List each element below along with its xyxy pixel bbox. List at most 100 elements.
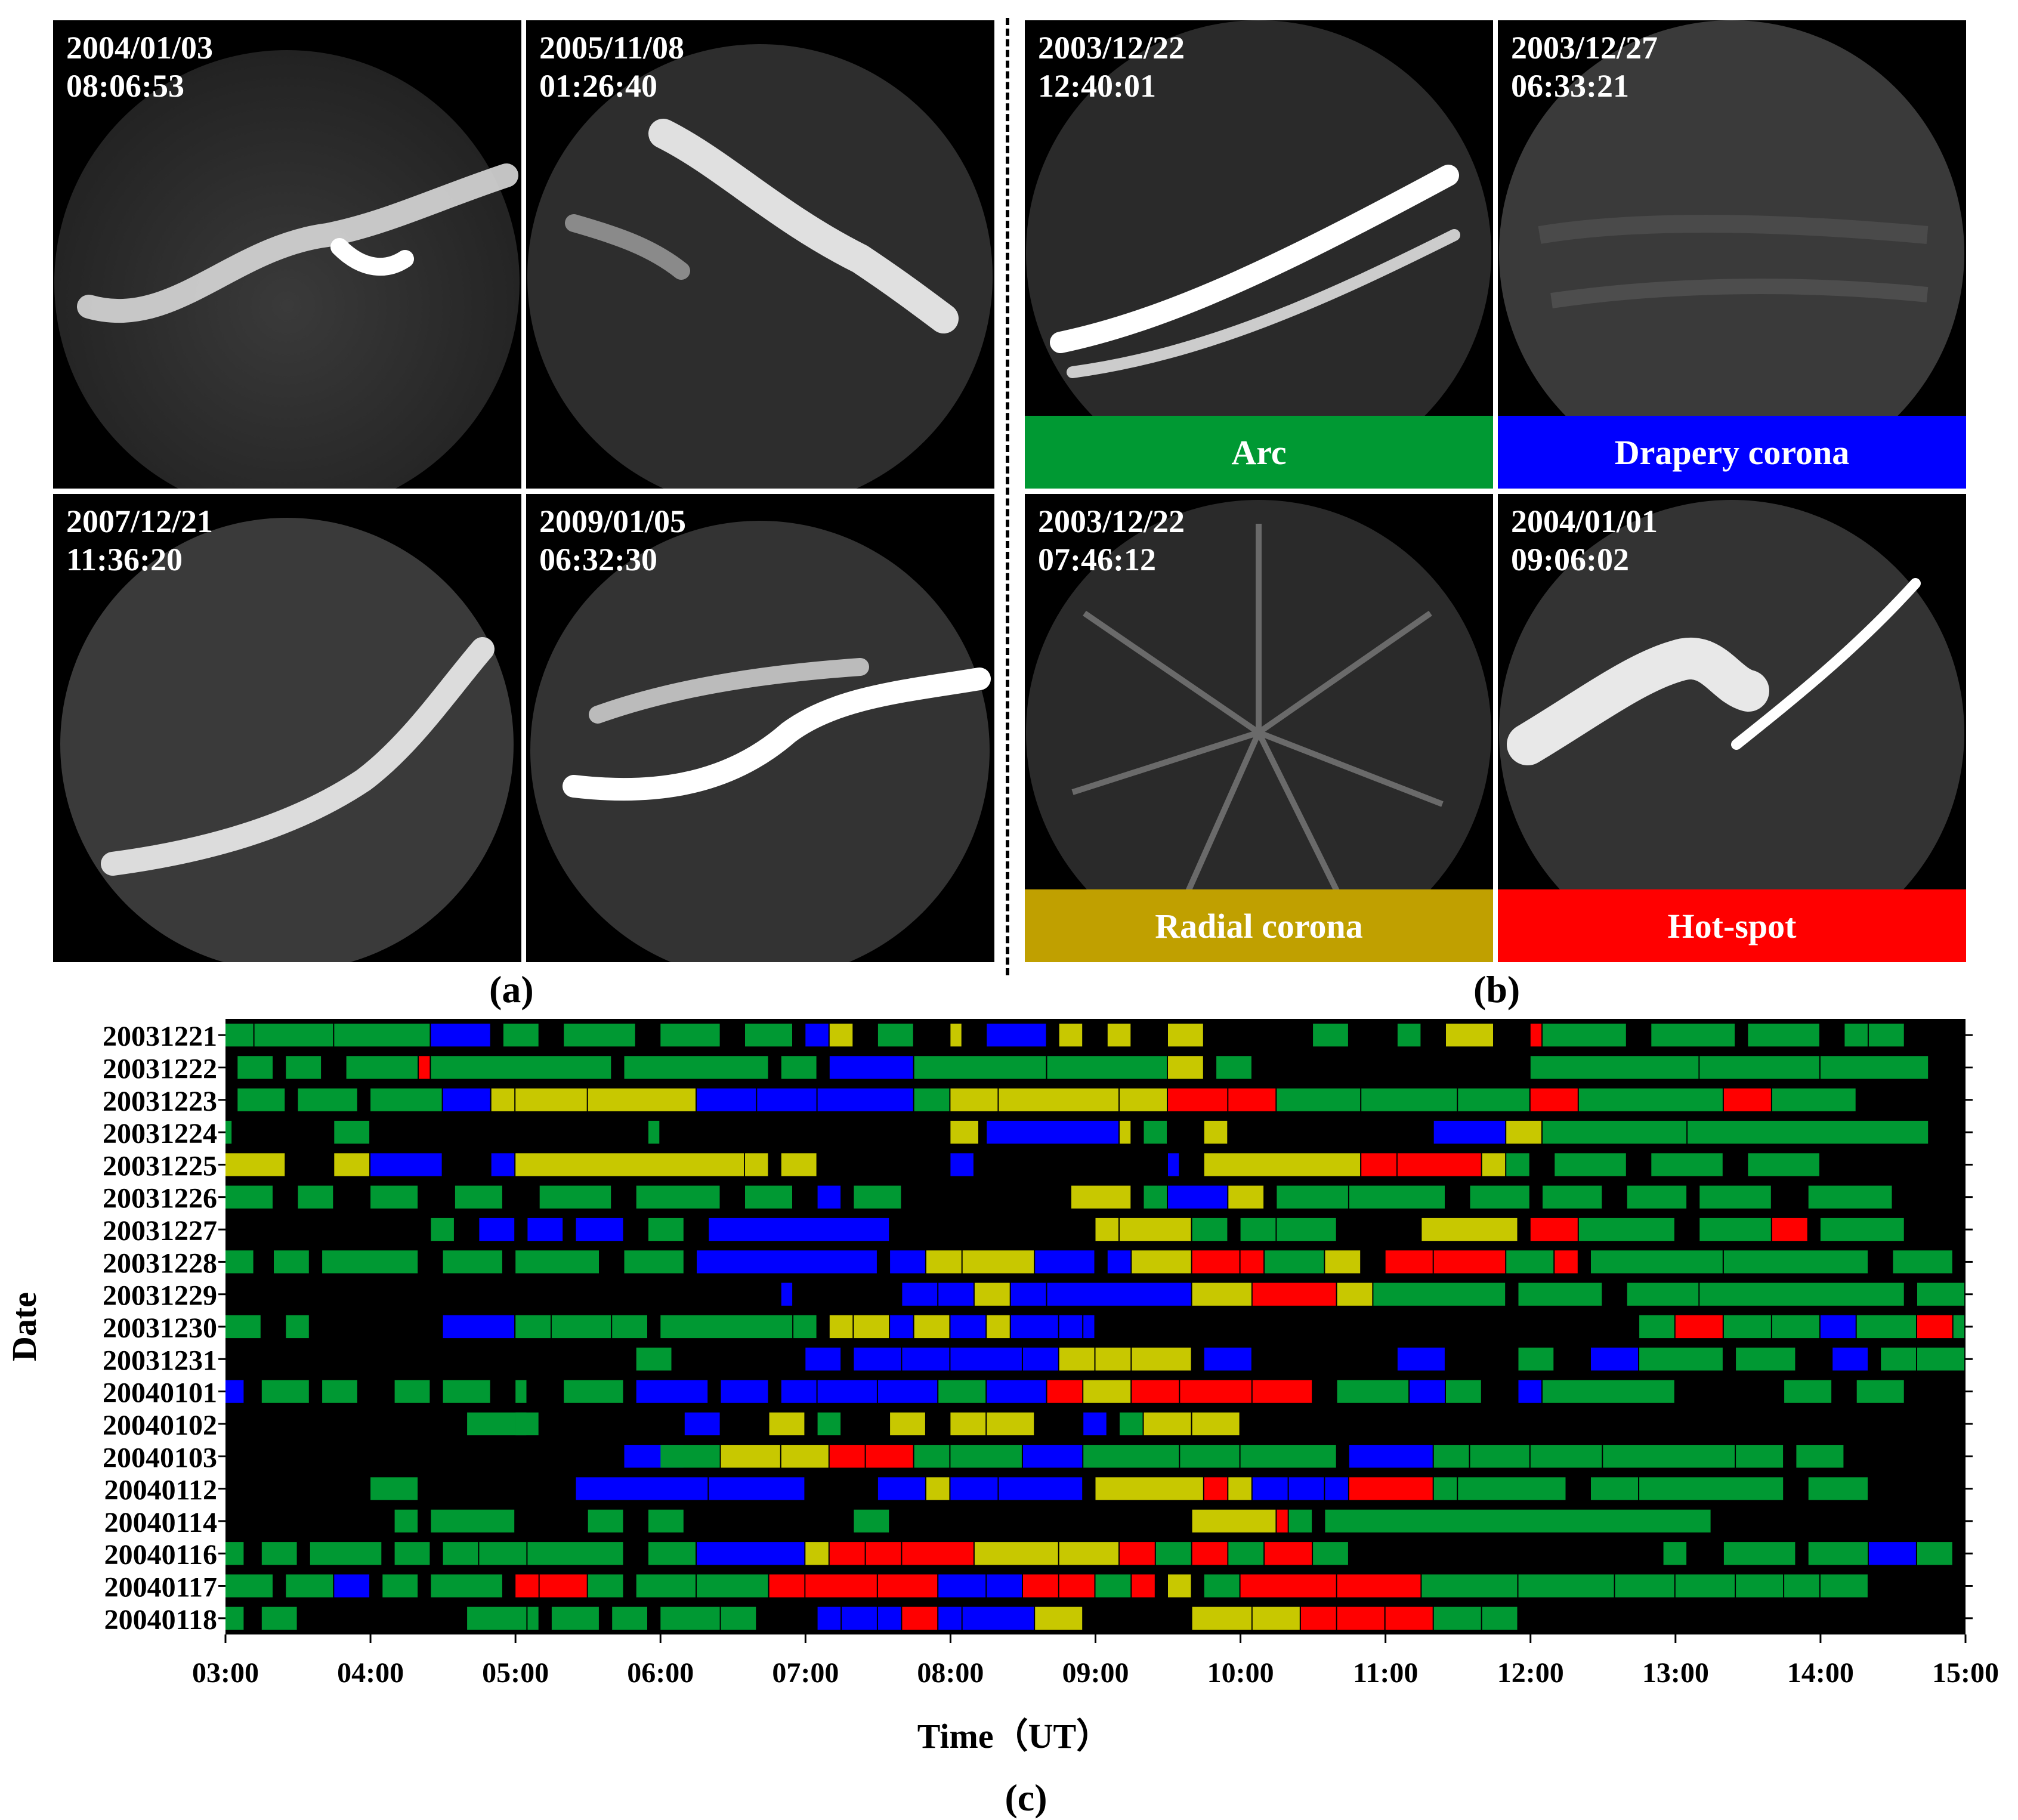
segment-20040117 <box>769 1574 805 1597</box>
segment-20031230 <box>1723 1315 1771 1339</box>
segment-20040117 <box>938 1574 986 1597</box>
image-date: 2003/12/22 <box>1038 503 1185 539</box>
segment-20040117 <box>588 1574 623 1597</box>
segment-20040102 <box>684 1412 720 1436</box>
panel-divider <box>1006 18 1009 975</box>
segment-20040117 <box>1615 1574 1674 1597</box>
segment-20040117 <box>225 1574 273 1597</box>
segment-20031229 <box>781 1283 793 1306</box>
segment-20031229 <box>974 1283 1010 1306</box>
segment-20031230 <box>612 1315 647 1339</box>
segment-20031223 <box>1277 1088 1361 1111</box>
segment-20031227 <box>1240 1218 1276 1241</box>
segment-20040103 <box>1023 1445 1083 1468</box>
aurora-image <box>527 44 993 489</box>
y-tick-label: 20031229 <box>103 1280 217 1312</box>
segment-20040103 <box>829 1445 865 1468</box>
y-tick-label: 20031225 <box>103 1150 217 1182</box>
segment-20040116 <box>648 1542 696 1565</box>
panel-a-image-2: 2005/11/08 01:26:40 <box>526 20 994 489</box>
x-tick-label: 13:00 <box>1642 1657 1709 1689</box>
image-time: 11:36:20 <box>66 542 183 577</box>
segment-20040117 <box>334 1574 370 1597</box>
segment-20040114 <box>1192 1509 1276 1532</box>
image-time: 07:46:12 <box>1038 542 1156 577</box>
segment-20031226 <box>1168 1185 1228 1209</box>
segment-20040116 <box>527 1542 623 1565</box>
y-axis-label: Date <box>5 1292 44 1361</box>
segment-20031231 <box>1397 1348 1445 1371</box>
x-tick-label: 10:00 <box>1207 1657 1274 1689</box>
segment-20040116 <box>1192 1542 1228 1565</box>
segment-20040103 <box>781 1445 829 1468</box>
segment-20040101 <box>322 1380 357 1403</box>
segment-20031223 <box>298 1088 357 1111</box>
image-date: 2004/01/01 <box>1511 503 1658 539</box>
segment-20040117 <box>431 1574 502 1597</box>
segment-20040102 <box>1120 1412 1143 1436</box>
x-tick-label: 03:00 <box>192 1657 259 1689</box>
image-time: 06:33:21 <box>1511 68 1629 104</box>
segment-20040118 <box>1385 1606 1433 1630</box>
panel-b-image-drapery: 2003/12/27 06:33:21 <box>1498 20 1966 489</box>
segment-20031231 <box>1917 1348 1964 1371</box>
segment-20031230 <box>1953 1315 1964 1339</box>
segment-20040117 <box>1820 1574 1868 1597</box>
segment-20040101 <box>1856 1380 1904 1403</box>
segment-20040118 <box>1035 1606 1083 1630</box>
segment-20040112 <box>877 1477 925 1500</box>
segment-20031222 <box>781 1056 817 1079</box>
segment-20040118 <box>527 1606 539 1630</box>
segment-20031230 <box>1010 1315 1058 1339</box>
segment-20031226 <box>1277 1185 1348 1209</box>
segment-20040102 <box>890 1412 925 1436</box>
segment-20031231 <box>1881 1348 1916 1371</box>
segment-20040117 <box>1204 1574 1240 1597</box>
segment-20031223 <box>1361 1088 1457 1111</box>
segment-20031224 <box>1144 1120 1167 1144</box>
segment-20040101 <box>394 1380 430 1403</box>
y-tick-label: 20040112 <box>104 1475 217 1506</box>
segment-20040117 <box>1023 1574 1058 1597</box>
x-tick-label: 04:00 <box>337 1657 404 1689</box>
segment-20031222 <box>1820 1056 1929 1079</box>
segment-20040116 <box>479 1542 527 1565</box>
segment-20040117 <box>877 1574 938 1597</box>
segment-20031231 <box>805 1348 841 1371</box>
y-tick-label: 20040116 <box>104 1539 217 1571</box>
segment-20031221 <box>950 1024 962 1047</box>
segment-20031221 <box>254 1024 333 1047</box>
segment-20031227 <box>1095 1218 1118 1241</box>
segment-20040102 <box>950 1412 986 1436</box>
segment-20031222 <box>1216 1056 1251 1079</box>
segment-20031223 <box>588 1088 696 1111</box>
segment-20040103 <box>1433 1445 1469 1468</box>
image-date: 2004/01/03 <box>66 30 214 66</box>
segment-20040102 <box>817 1412 841 1436</box>
segment-20031230 <box>1772 1315 1819 1339</box>
segment-20031229 <box>1917 1283 1964 1306</box>
image-time: 09:06:02 <box>1511 542 1629 577</box>
segment-20031222 <box>431 1056 611 1079</box>
segment-20031227 <box>479 1218 515 1241</box>
segment-20040112 <box>1349 1477 1433 1500</box>
category-label-drapery-corona: Drapery corona <box>1498 416 1966 489</box>
segment-20040112 <box>576 1477 708 1500</box>
segment-20040116 <box>310 1542 382 1565</box>
segment-20040101 <box>938 1380 986 1403</box>
segment-20031224 <box>1688 1120 1929 1144</box>
segment-20031228 <box>1265 1250 1324 1274</box>
x-tick-label: 14:00 <box>1787 1657 1854 1689</box>
segment-20031230 <box>660 1315 793 1339</box>
segment-20040101 <box>721 1380 768 1403</box>
segment-20031223 <box>237 1088 285 1111</box>
segment-20040101 <box>1180 1380 1251 1403</box>
segment-20031223 <box>1120 1088 1167 1111</box>
segment-20040101 <box>781 1380 817 1403</box>
segment-20031229 <box>1337 1283 1373 1306</box>
segment-20031221 <box>1748 1024 1819 1047</box>
x-tick-label: 12:00 <box>1497 1657 1564 1689</box>
segment-20040101 <box>1132 1380 1179 1403</box>
segment-20031231 <box>1132 1348 1191 1371</box>
segment-20031221 <box>431 1024 490 1047</box>
